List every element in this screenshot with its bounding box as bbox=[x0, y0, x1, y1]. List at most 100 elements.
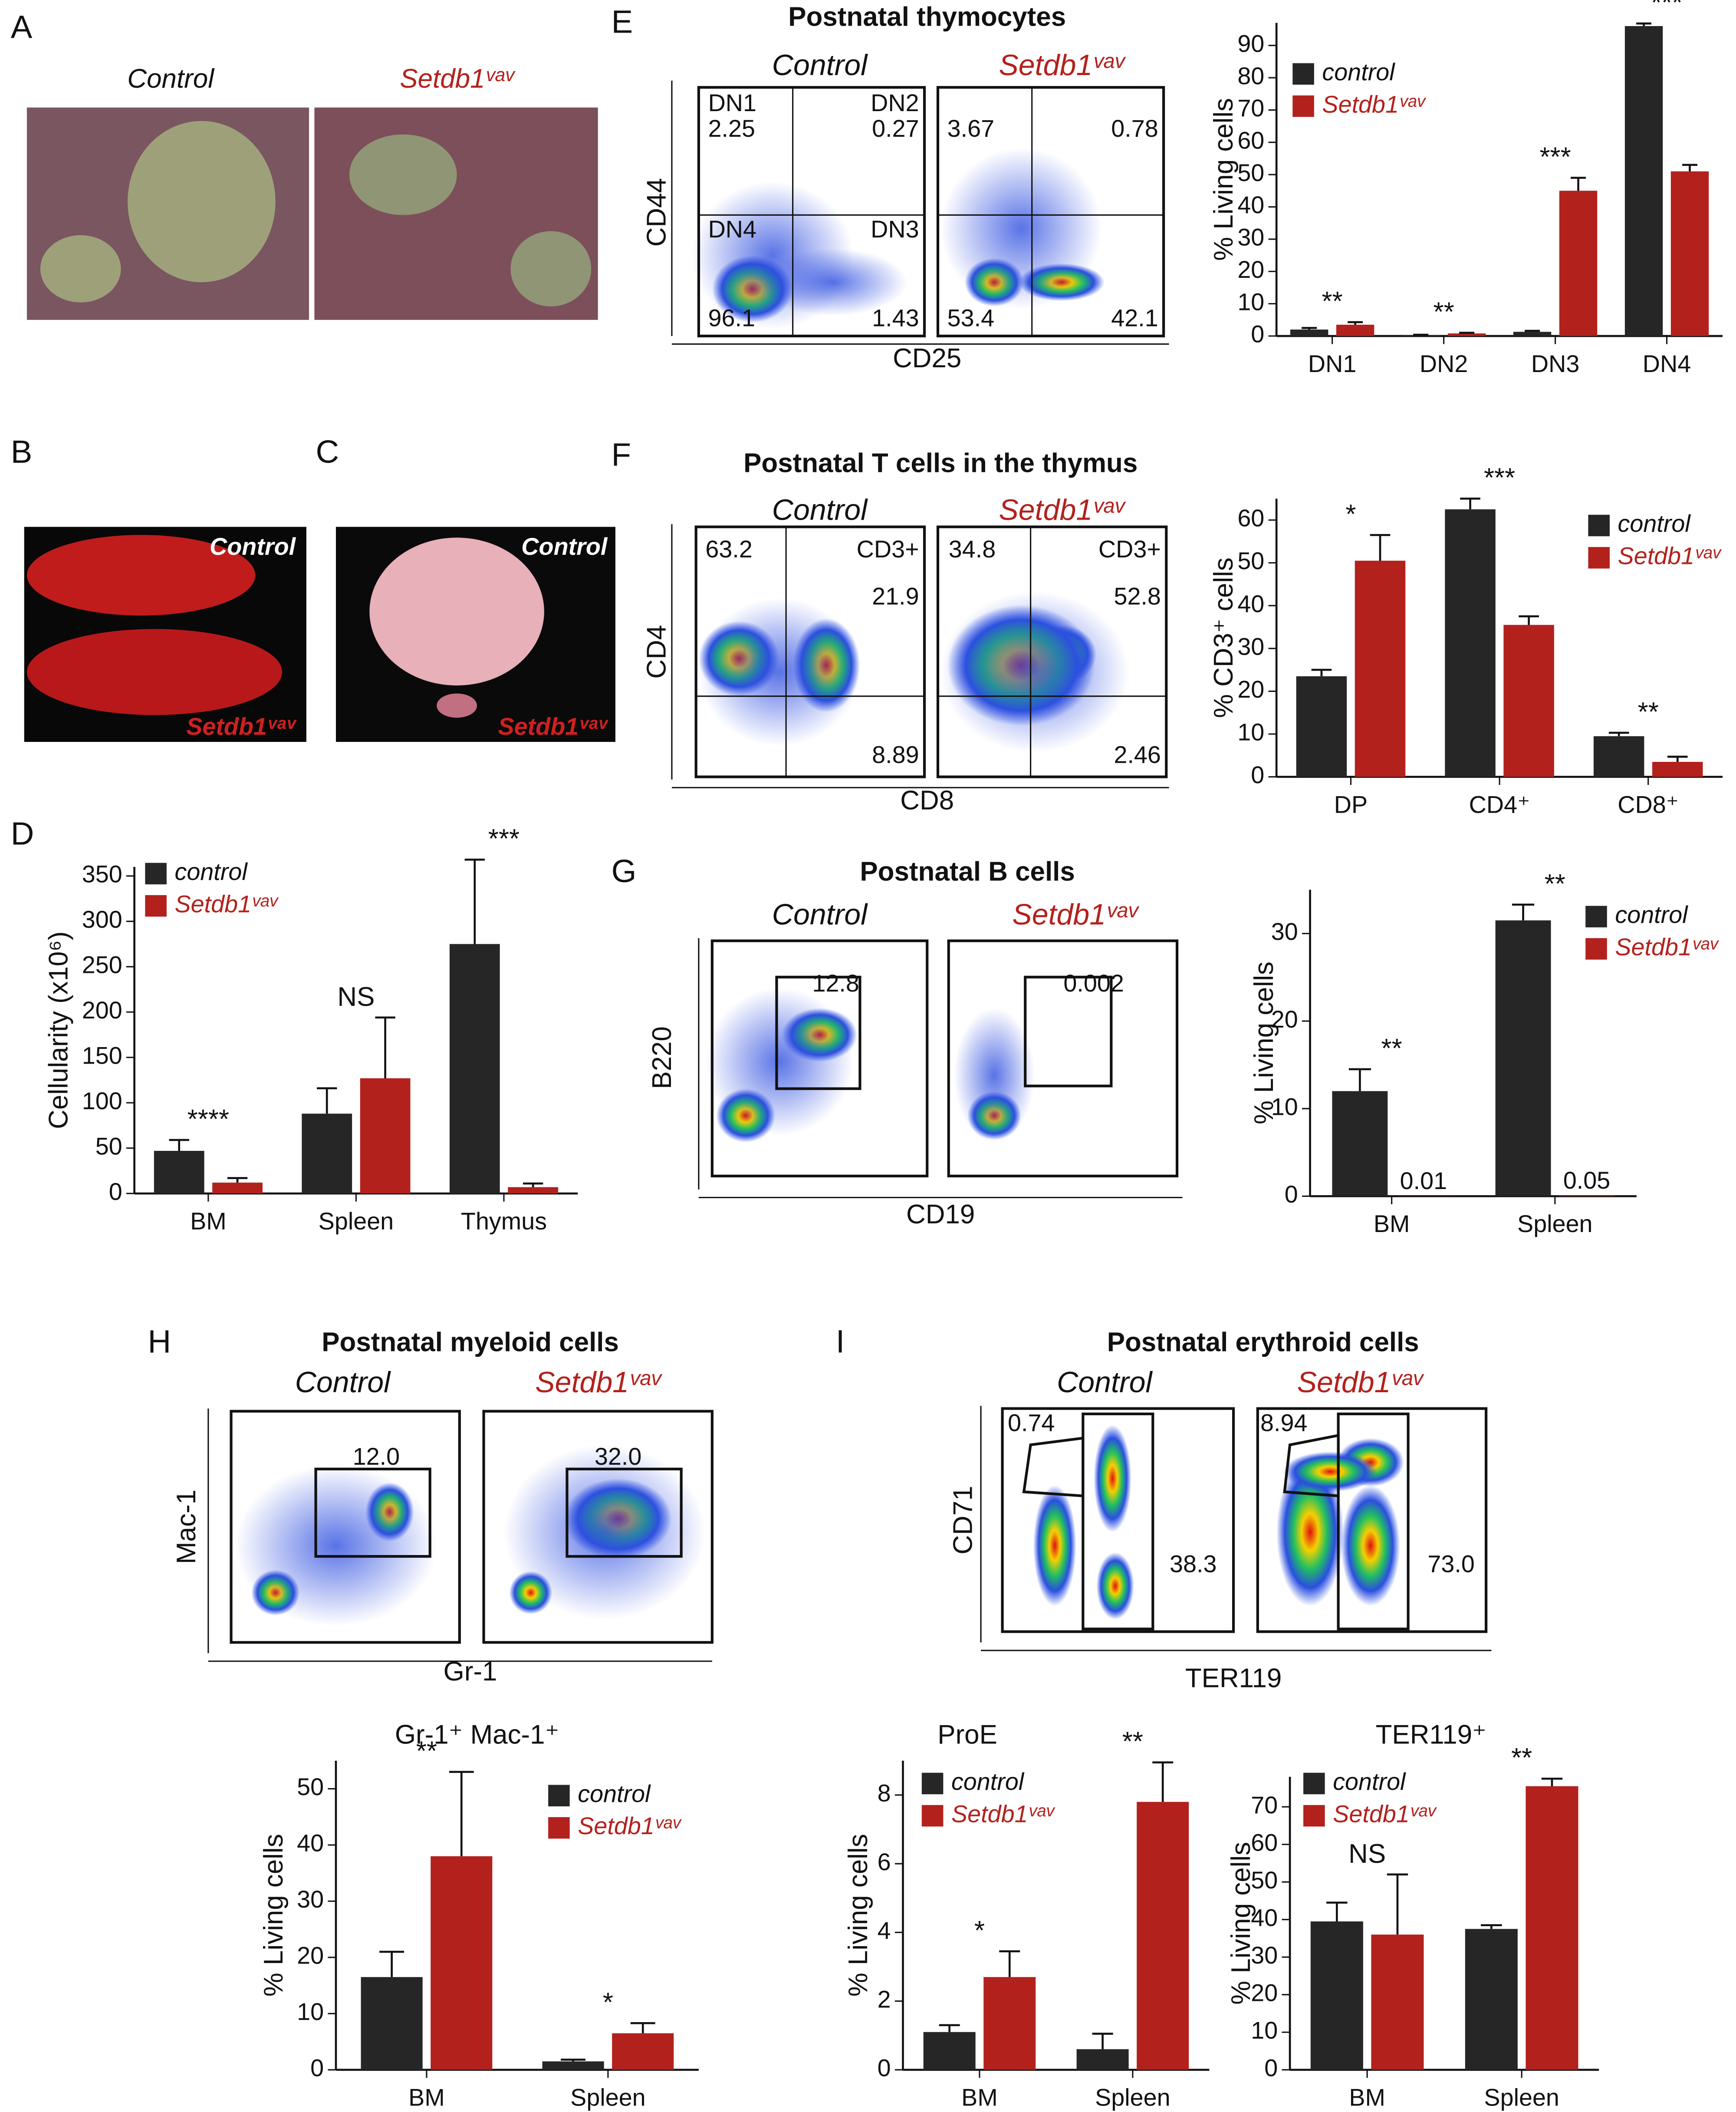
gate-label: 63.2 bbox=[705, 536, 752, 563]
error-bar bbox=[1682, 164, 1697, 171]
gate bbox=[314, 1467, 431, 1558]
bar bbox=[360, 1078, 411, 1194]
gate-label: DN1 bbox=[708, 89, 756, 116]
y-tick-label: 10 bbox=[1251, 2017, 1278, 2044]
density bbox=[1094, 1424, 1131, 1532]
panel-label: B bbox=[11, 434, 33, 470]
y-tick-label: 0 bbox=[1251, 761, 1264, 788]
gate bbox=[1082, 1412, 1154, 1631]
bar bbox=[1513, 332, 1552, 336]
error-bar bbox=[939, 2024, 960, 2032]
legend-label: control bbox=[1615, 901, 1688, 928]
y-tick-label: 20 bbox=[297, 1942, 324, 1969]
y-tick-label: 20 bbox=[1271, 1006, 1298, 1033]
legend-swatch bbox=[145, 895, 167, 917]
annotation: ** bbox=[1122, 1727, 1143, 1757]
y-tick-label: 50 bbox=[1237, 547, 1264, 574]
legend-swatch bbox=[1588, 547, 1610, 569]
photo-label: Setdb1ᵛᵃᵛ bbox=[400, 64, 516, 94]
density bbox=[940, 591, 1129, 753]
bar bbox=[1332, 1091, 1388, 1196]
y-tick-label: 10 bbox=[1271, 1093, 1298, 1120]
bar bbox=[302, 1114, 352, 1194]
y-tick-label: 8 bbox=[878, 1780, 891, 1807]
bar bbox=[1296, 676, 1347, 777]
plot-box bbox=[1001, 1407, 1235, 1633]
bar bbox=[1495, 920, 1551, 1196]
density bbox=[698, 598, 860, 746]
gate-label: 53.4 bbox=[947, 305, 994, 332]
gate-label: 0.78 bbox=[1111, 115, 1158, 142]
error-bar bbox=[449, 1771, 474, 1856]
photo-label: Control bbox=[127, 64, 215, 94]
y-axis-label: % Living cells bbox=[1226, 1842, 1256, 2005]
photo-label: Control bbox=[210, 533, 296, 560]
y-tick-label: 10 bbox=[1237, 288, 1264, 315]
x-tick-label: Spleen bbox=[1095, 2084, 1170, 2111]
annotation: ** bbox=[1511, 1743, 1532, 1773]
y-tick-label: 40 bbox=[1251, 1904, 1278, 1931]
gate-label: DN3 bbox=[871, 216, 919, 243]
photos bbox=[24, 107, 615, 742]
bar bbox=[1290, 329, 1328, 336]
column-title: Control bbox=[772, 898, 868, 931]
error-bar bbox=[1525, 329, 1540, 332]
axis-label: Gr-1 bbox=[444, 1657, 497, 1687]
gate-label: 1.43 bbox=[872, 305, 919, 332]
gate-label: 73.0 bbox=[1427, 1551, 1474, 1578]
bar bbox=[1137, 1802, 1189, 2070]
y-axis-label: % Living cells bbox=[1249, 962, 1279, 1124]
legend-swatch bbox=[1292, 63, 1314, 85]
legend-label: Setdb1ᵛᵃᵛ bbox=[174, 890, 279, 917]
flow-title: Postnatal erythroid cells bbox=[1107, 1327, 1419, 1357]
y-axis-label: % Living cells bbox=[259, 1834, 289, 1997]
bar bbox=[508, 1187, 559, 1194]
y-tick-label: 50 bbox=[95, 1133, 122, 1160]
error-bar bbox=[1608, 731, 1629, 736]
x-tick-label: BM bbox=[1374, 1210, 1410, 1237]
density bbox=[705, 988, 853, 1136]
gate bbox=[775, 975, 861, 1090]
bar bbox=[612, 2033, 674, 2070]
density bbox=[954, 1008, 1035, 1143]
error-bar bbox=[317, 1087, 337, 1114]
error-bar bbox=[1348, 1068, 1371, 1091]
bar bbox=[983, 1977, 1036, 2070]
annotation: ** bbox=[1434, 297, 1454, 327]
error-bar bbox=[464, 858, 485, 944]
bar bbox=[1310, 1921, 1363, 2070]
x-tick-label: DN3 bbox=[1531, 350, 1579, 377]
plot-box bbox=[230, 1410, 461, 1644]
density bbox=[1341, 1485, 1401, 1606]
y-tick-label: 250 bbox=[82, 951, 122, 978]
y-tick-label: 50 bbox=[297, 1773, 324, 1800]
y-tick-label: 40 bbox=[1237, 590, 1264, 617]
gate-label: 21.9 bbox=[872, 583, 919, 610]
plot-box bbox=[710, 939, 929, 1178]
legend-label: control bbox=[951, 1768, 1025, 1795]
error-bar bbox=[379, 1951, 404, 1977]
density bbox=[1096, 1552, 1134, 1620]
gate-label: CD3+ bbox=[1098, 536, 1161, 563]
bar bbox=[1559, 191, 1598, 336]
legend-swatch bbox=[548, 1817, 570, 1839]
chart-title: Gr-1⁺ Mac-1⁺ bbox=[395, 1720, 559, 1750]
y-tick-label: 20 bbox=[1237, 256, 1264, 283]
y-tick-label: 300 bbox=[82, 906, 122, 933]
legend-label: control bbox=[578, 1780, 651, 1807]
x-tick-label: BM bbox=[408, 2084, 445, 2111]
plot-box bbox=[694, 525, 926, 778]
legend-swatch bbox=[921, 1773, 944, 1795]
value-label: 0.01 bbox=[1400, 1167, 1447, 1194]
column-title: Setdb1ᵛᵃᵛ bbox=[999, 49, 1126, 82]
gate bbox=[1337, 1412, 1410, 1631]
y-tick-label: 40 bbox=[1237, 191, 1264, 218]
annotation: ** bbox=[416, 1736, 437, 1766]
x-tick-label: CD4⁺ bbox=[1469, 791, 1530, 818]
axis-label: CD8 bbox=[900, 786, 954, 816]
error-bar bbox=[375, 1016, 395, 1078]
annotation: * bbox=[1345, 499, 1356, 529]
legend-label: Setdb1ᵛᵃᵛ bbox=[1322, 91, 1426, 118]
gate bbox=[1022, 1437, 1085, 1498]
bar bbox=[542, 2061, 604, 2070]
